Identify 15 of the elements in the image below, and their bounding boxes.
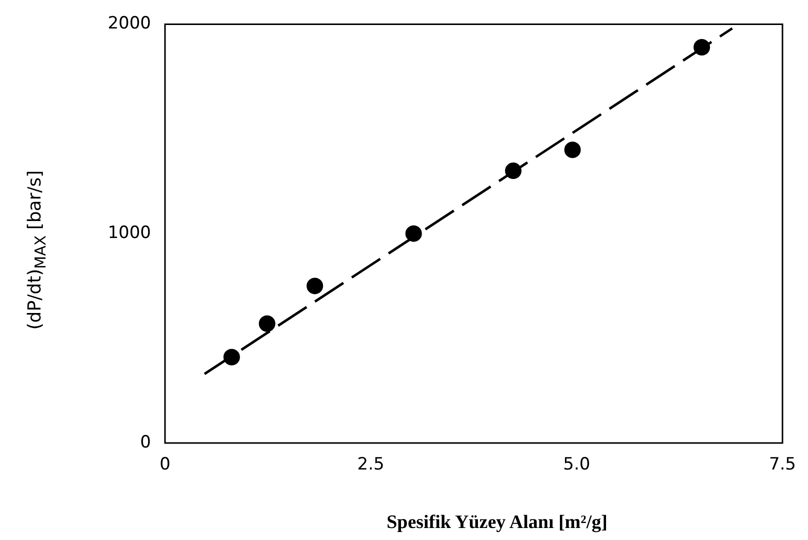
y-tick-label: 2000 bbox=[108, 14, 151, 34]
y-tick-label: 1000 bbox=[108, 223, 151, 244]
point bbox=[405, 225, 422, 242]
x-tick-label: 7.5 bbox=[768, 454, 796, 475]
point bbox=[306, 278, 324, 294]
point bbox=[505, 162, 522, 180]
x-tick-label: 5.0 bbox=[563, 454, 590, 475]
point bbox=[694, 38, 710, 56]
y-tick-label: 0 bbox=[140, 432, 151, 452]
point bbox=[223, 348, 240, 366]
point bbox=[258, 315, 276, 332]
x-tick-label: 0 bbox=[160, 454, 170, 475]
x-tick-label: 2.5 bbox=[357, 454, 384, 475]
x-axis-title: Spesifik Yüzey Alanı [m²/g] bbox=[386, 512, 608, 534]
point bbox=[564, 142, 581, 158]
